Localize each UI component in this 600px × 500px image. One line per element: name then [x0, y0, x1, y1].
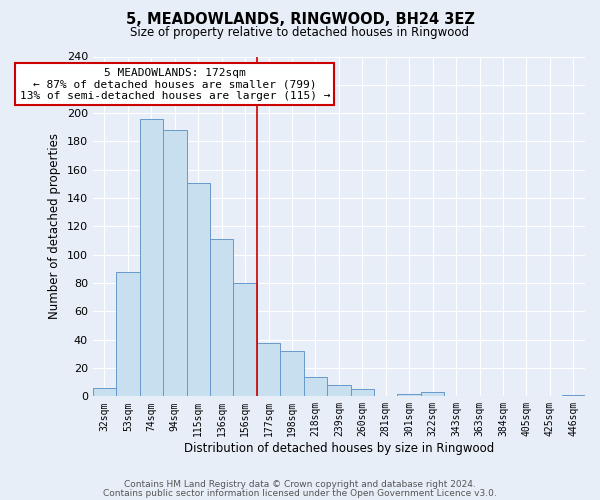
Text: Size of property relative to detached houses in Ringwood: Size of property relative to detached ho…: [131, 26, 470, 39]
Y-axis label: Number of detached properties: Number of detached properties: [48, 134, 61, 320]
Bar: [116, 272, 140, 396]
Bar: [327, 385, 350, 396]
Bar: [350, 390, 374, 396]
Text: Contains public sector information licensed under the Open Government Licence v3: Contains public sector information licen…: [103, 488, 497, 498]
Bar: [304, 376, 327, 396]
Bar: [210, 239, 233, 396]
Text: Contains HM Land Registry data © Crown copyright and database right 2024.: Contains HM Land Registry data © Crown c…: [124, 480, 476, 489]
Bar: [397, 394, 421, 396]
Bar: [280, 351, 304, 397]
Text: 5 MEADOWLANDS: 172sqm
← 87% of detached houses are smaller (799)
13% of semi-det: 5 MEADOWLANDS: 172sqm ← 87% of detached …: [20, 68, 330, 101]
Text: 5, MEADOWLANDS, RINGWOOD, BH24 3EZ: 5, MEADOWLANDS, RINGWOOD, BH24 3EZ: [125, 12, 475, 28]
X-axis label: Distribution of detached houses by size in Ringwood: Distribution of detached houses by size …: [184, 442, 494, 455]
Bar: [257, 342, 280, 396]
Bar: [93, 388, 116, 396]
Bar: [163, 130, 187, 396]
Bar: [421, 392, 445, 396]
Bar: [233, 283, 257, 397]
Bar: [140, 119, 163, 396]
Bar: [562, 395, 585, 396]
Bar: [187, 182, 210, 396]
